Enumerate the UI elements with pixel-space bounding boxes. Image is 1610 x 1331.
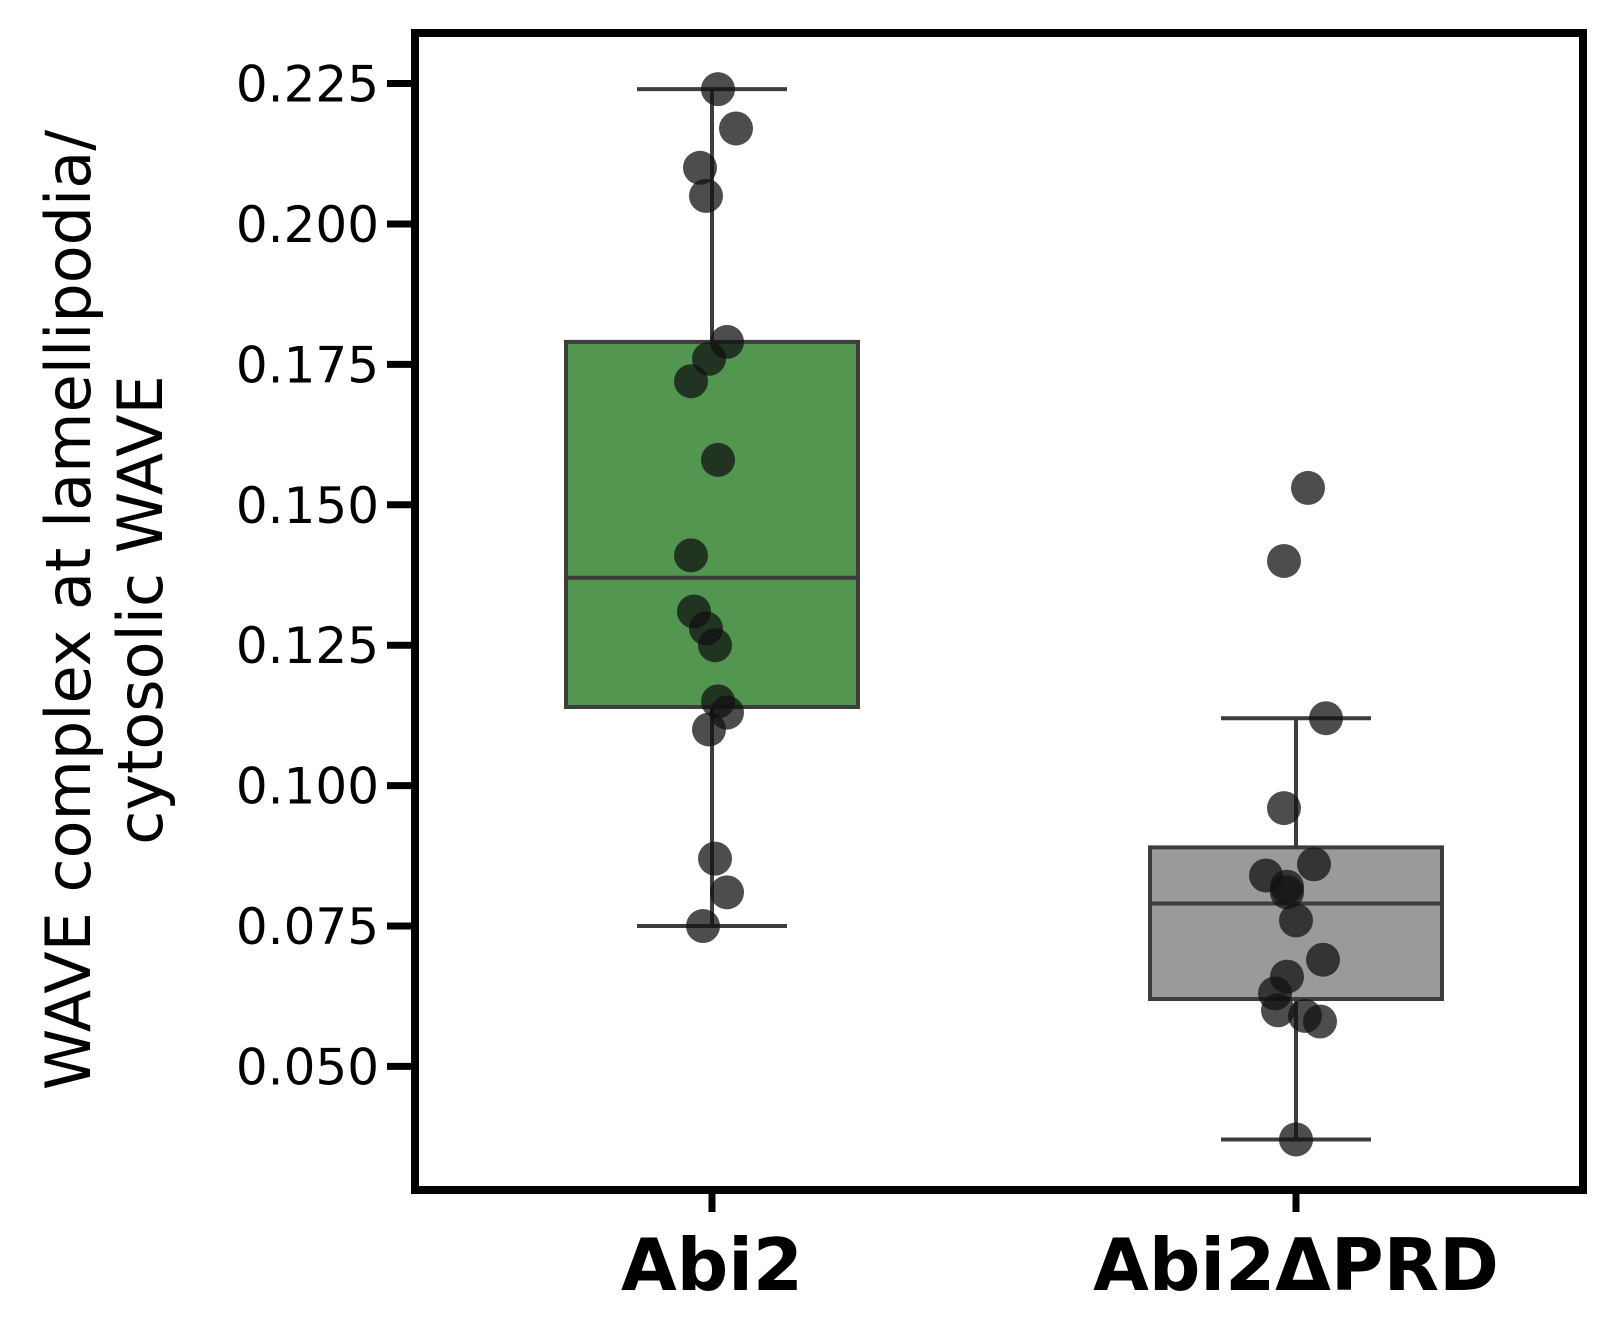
y-tick-label: 0.200 — [236, 196, 379, 254]
data-point — [701, 72, 735, 107]
data-point — [1291, 470, 1325, 505]
data-point — [686, 909, 720, 944]
data-point — [1303, 1004, 1337, 1039]
y-tick-label: 0.050 — [236, 1038, 379, 1096]
data-point — [1267, 543, 1301, 578]
data-point — [683, 150, 717, 185]
x-tick-label: Abi2ΔPRD — [1093, 1223, 1499, 1307]
y-tick-label: 0.075 — [236, 898, 379, 956]
data-point — [1270, 875, 1304, 910]
data-point — [1261, 993, 1295, 1028]
data-point — [698, 841, 732, 876]
data-point — [1279, 903, 1313, 938]
y-axis-title-line-2: cytosolic WAVE — [104, 375, 177, 844]
y-tick-label: 0.100 — [236, 758, 379, 816]
x-tick-label: Abi2 — [621, 1223, 803, 1307]
data-point — [689, 178, 723, 213]
data-point — [1309, 701, 1343, 736]
data-point — [698, 628, 732, 663]
data-point — [1267, 791, 1301, 826]
data-point — [719, 111, 753, 146]
data-point — [692, 712, 726, 747]
y-tick-label: 0.175 — [236, 336, 379, 394]
y-tick-label: 0.225 — [236, 56, 379, 114]
plot-frame — [411, 29, 1587, 1194]
data-point — [1306, 942, 1340, 977]
data-point — [701, 442, 735, 477]
data-point — [710, 875, 744, 910]
y-tick-label: 0.150 — [236, 477, 379, 535]
y-axis-title-line-1: WAVE complex at lamellipodia/ — [32, 130, 105, 1090]
data-point — [1279, 1122, 1313, 1157]
y-tick-label: 0.125 — [236, 617, 379, 675]
data-point — [1297, 847, 1331, 882]
data-point — [674, 538, 708, 573]
data-point — [674, 364, 708, 399]
